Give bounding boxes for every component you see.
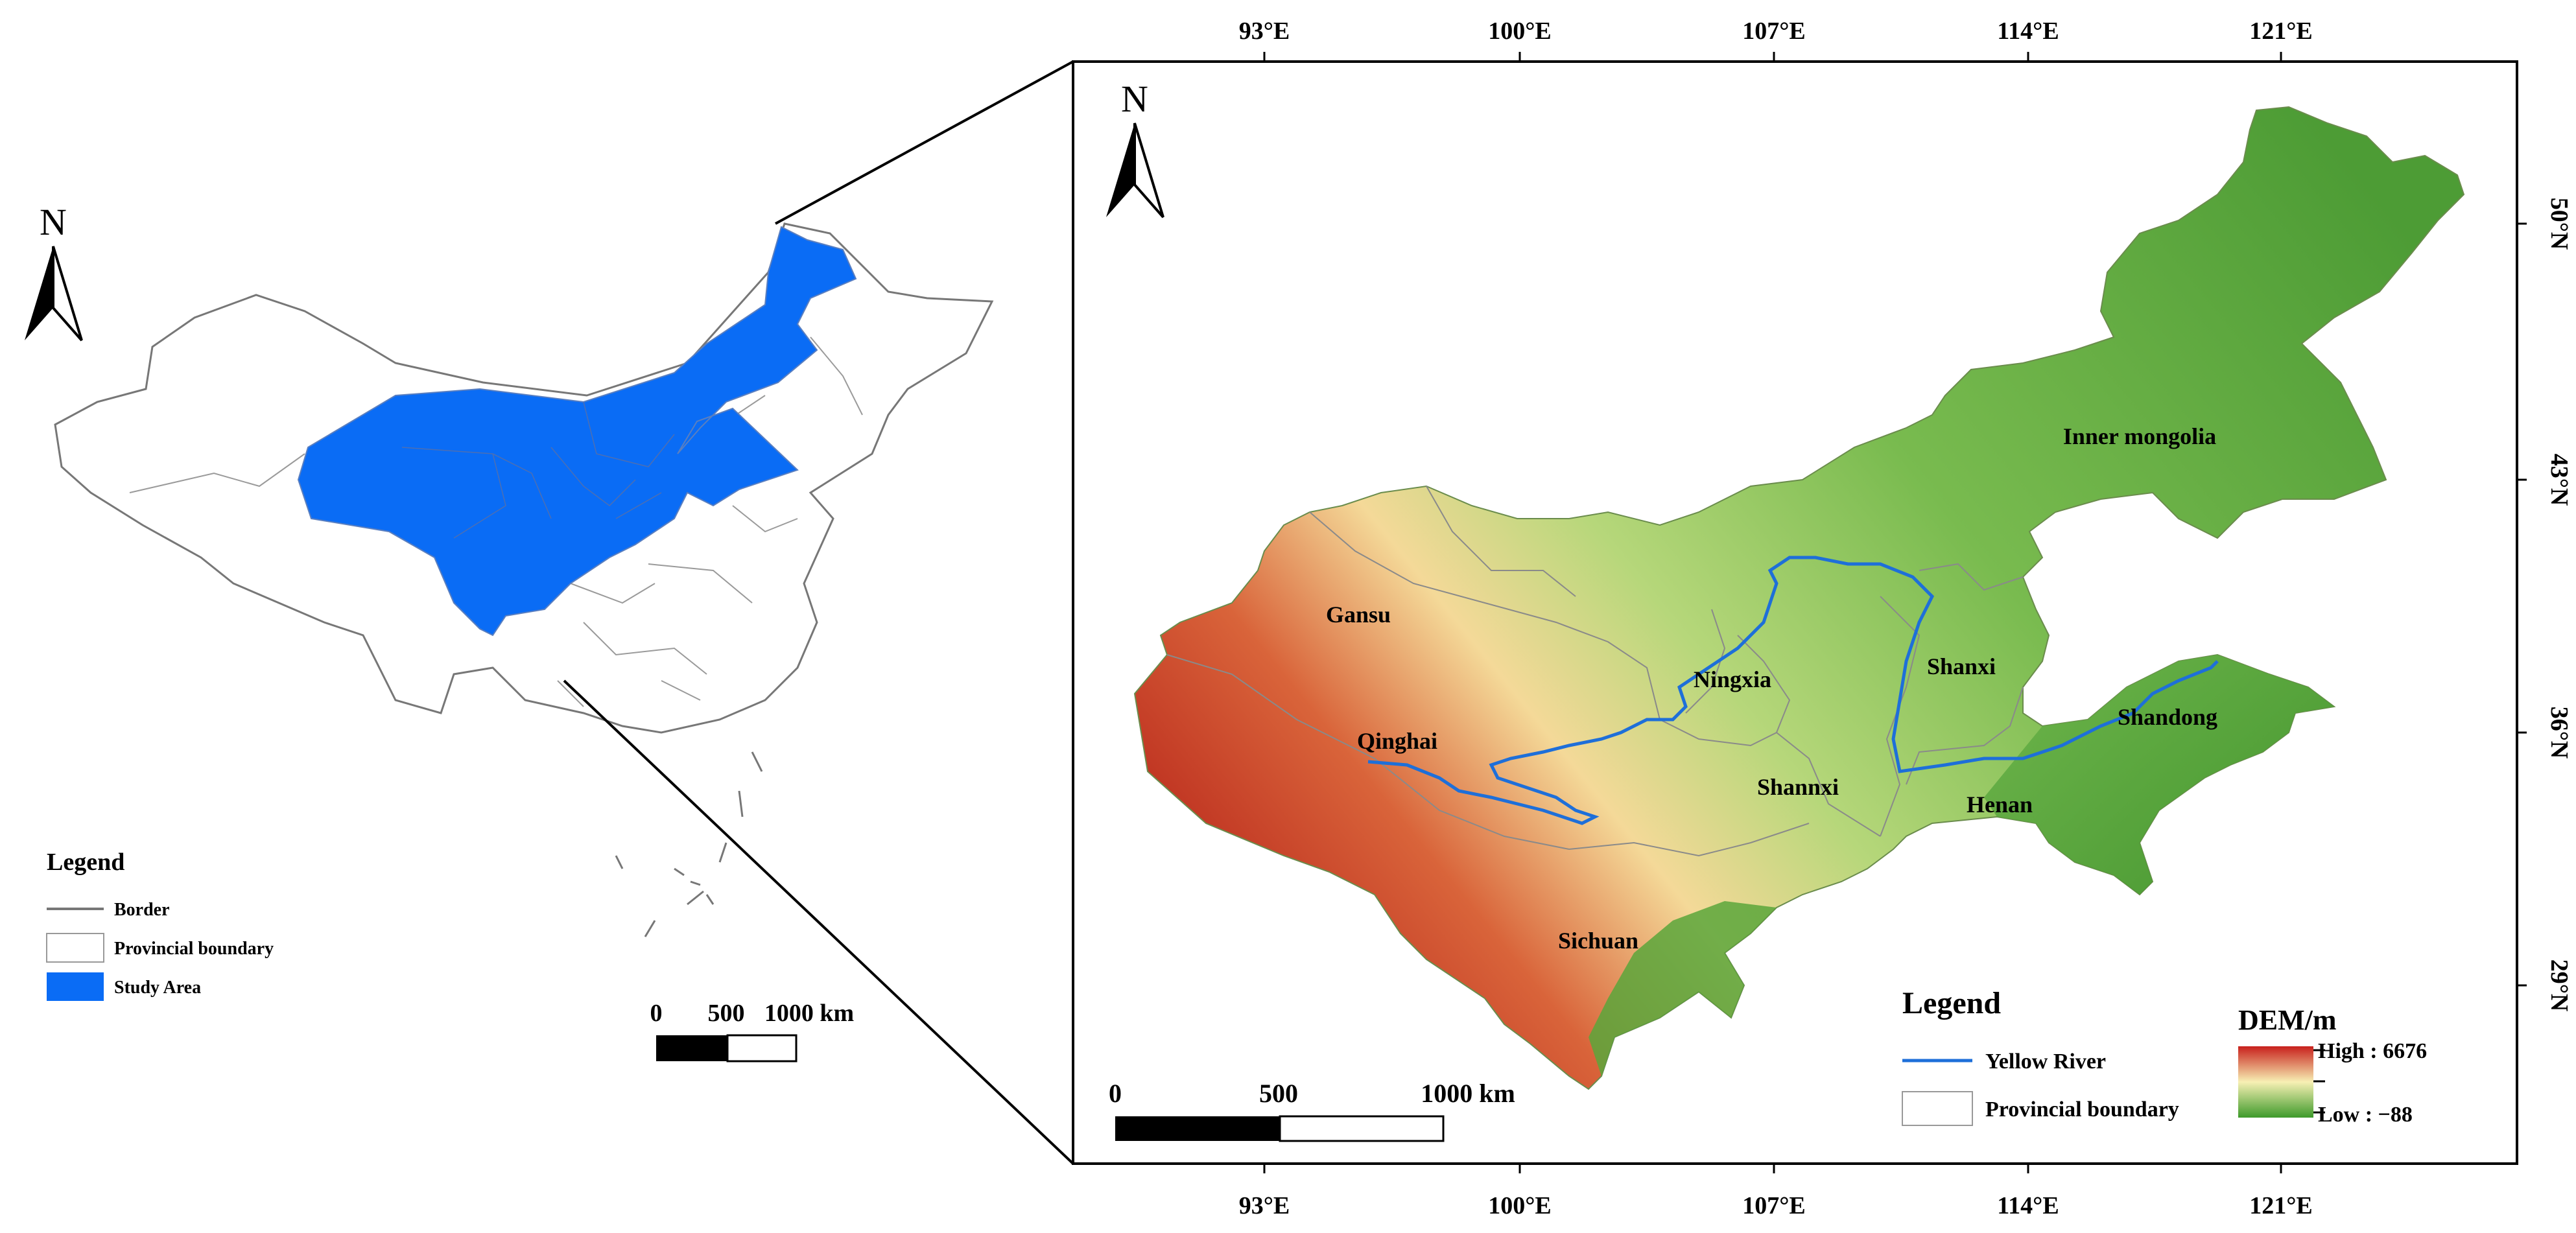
yellow-river xyxy=(1367,556,2219,825)
lon-bottom-2: 107°E xyxy=(1742,1192,1806,1219)
dem-legend: DEM/m High : 6676 Low : −88 xyxy=(2238,1004,2427,1127)
province-legend-label: Provincial boundary xyxy=(114,939,274,959)
main-north-label: N xyxy=(1121,78,1148,120)
province-labels: Inner mongolia Gansu Ningxia Shanxi Shan… xyxy=(1326,423,2217,954)
province-label-qinghai: Qinghai xyxy=(1357,728,1437,754)
study-area-internal-lines xyxy=(401,401,675,539)
province-label-shannxi: Shannxi xyxy=(1757,774,1839,800)
lon-top-3: 114°E xyxy=(1997,18,2059,45)
inset-scale-tick-2: 1000 km xyxy=(764,1000,854,1027)
lon-labels-bottom: 93°E 100°E 107°E 114°E 121°E xyxy=(1239,1164,2313,1219)
study-area-legend-swatch xyxy=(47,972,104,1001)
province-boundary-legend-swatch xyxy=(1902,1091,1973,1126)
dem-legend-title: DEM/m xyxy=(2238,1004,2337,1036)
main-scale-tick-1: 500 xyxy=(1259,1079,1298,1108)
inset-province-lines xyxy=(129,336,863,707)
east-lowland xyxy=(1984,655,2334,895)
inset-legend: Legend Border Provincial boundary Study … xyxy=(46,849,274,1001)
lon-top-1: 100°E xyxy=(1488,18,1552,45)
lat-right-3: 29°N xyxy=(2546,959,2573,1012)
inset-north-label: N xyxy=(40,201,67,243)
inset-scale-tick-1: 500 xyxy=(708,1000,745,1027)
lat-labels-right: 50°N 43°N 36°N 29°N xyxy=(2517,198,2573,1012)
province-label-sichuan: Sichuan xyxy=(1558,928,1638,954)
lon-bottom-0: 93°E xyxy=(1239,1192,1290,1219)
main-legend-title: Legend xyxy=(1902,986,2001,1020)
callout-line-top xyxy=(775,60,1074,225)
lat-right-0: 50°N xyxy=(2546,198,2573,250)
lon-bottom-1: 100°E xyxy=(1488,1192,1552,1219)
main-scale-bar: 0 500 1000 km xyxy=(1109,1079,1515,1142)
inset-islands xyxy=(615,751,763,937)
lon-bottom-4: 121°E xyxy=(2249,1192,2313,1219)
yellow-river-legend-label: Yellow River xyxy=(1985,1050,2106,1074)
main-province-lines xyxy=(1166,486,2024,857)
lat-right-2: 36°N xyxy=(2546,707,2573,759)
province-boundary-legend-label: Provincial boundary xyxy=(1985,1098,2179,1121)
border-legend-label: Border xyxy=(114,900,170,920)
lon-top-0: 93°E xyxy=(1239,18,1290,45)
dem-low-label: Low : −88 xyxy=(2318,1103,2413,1127)
main-north-arrow: N xyxy=(1106,78,1164,218)
lon-top-2: 107°E xyxy=(1742,18,1806,45)
province-legend-swatch xyxy=(46,933,104,963)
province-label-henan: Henan xyxy=(1967,792,2033,817)
province-label-shandong: Shandong xyxy=(2118,704,2217,730)
province-label-shanxi: Shanxi xyxy=(1927,653,1996,679)
province-label-inner-mongolia: Inner mongolia xyxy=(2063,423,2216,449)
dem-terrain xyxy=(1133,106,2465,1090)
sichuan-basin-green xyxy=(1589,901,1777,1076)
dem-color-ramp xyxy=(2238,1046,2313,1118)
callout-line-bottom xyxy=(563,679,1074,1165)
lat-right-1: 43°N xyxy=(2546,454,2573,506)
lon-top-4: 121°E xyxy=(2249,18,2313,45)
main-legend: Legend Yellow River Provincial boundary xyxy=(1902,986,2179,1126)
inset-map xyxy=(54,60,1074,1165)
inset-scale-bar: 0 500 1000 km xyxy=(650,1000,854,1063)
main-scale-tick-0: 0 xyxy=(1109,1079,1122,1108)
province-label-ningxia: Ningxia xyxy=(1694,666,1771,692)
main-scale-tick-2: 1000 km xyxy=(1421,1079,1515,1108)
dem-high-label: High : 6676 xyxy=(2318,1039,2427,1063)
inset-legend-title: Legend xyxy=(47,849,124,876)
inset-scale-tick-0: 0 xyxy=(650,1000,663,1027)
lon-bottom-3: 114°E xyxy=(1997,1192,2059,1219)
province-label-gansu: Gansu xyxy=(1326,602,1391,628)
study-area-legend-label: Study Area xyxy=(114,978,201,998)
lon-labels-top: 93°E 100°E 107°E 114°E 121°E xyxy=(1239,18,2313,62)
inset-north-arrow: N xyxy=(25,201,83,342)
study-area-region xyxy=(297,226,857,637)
